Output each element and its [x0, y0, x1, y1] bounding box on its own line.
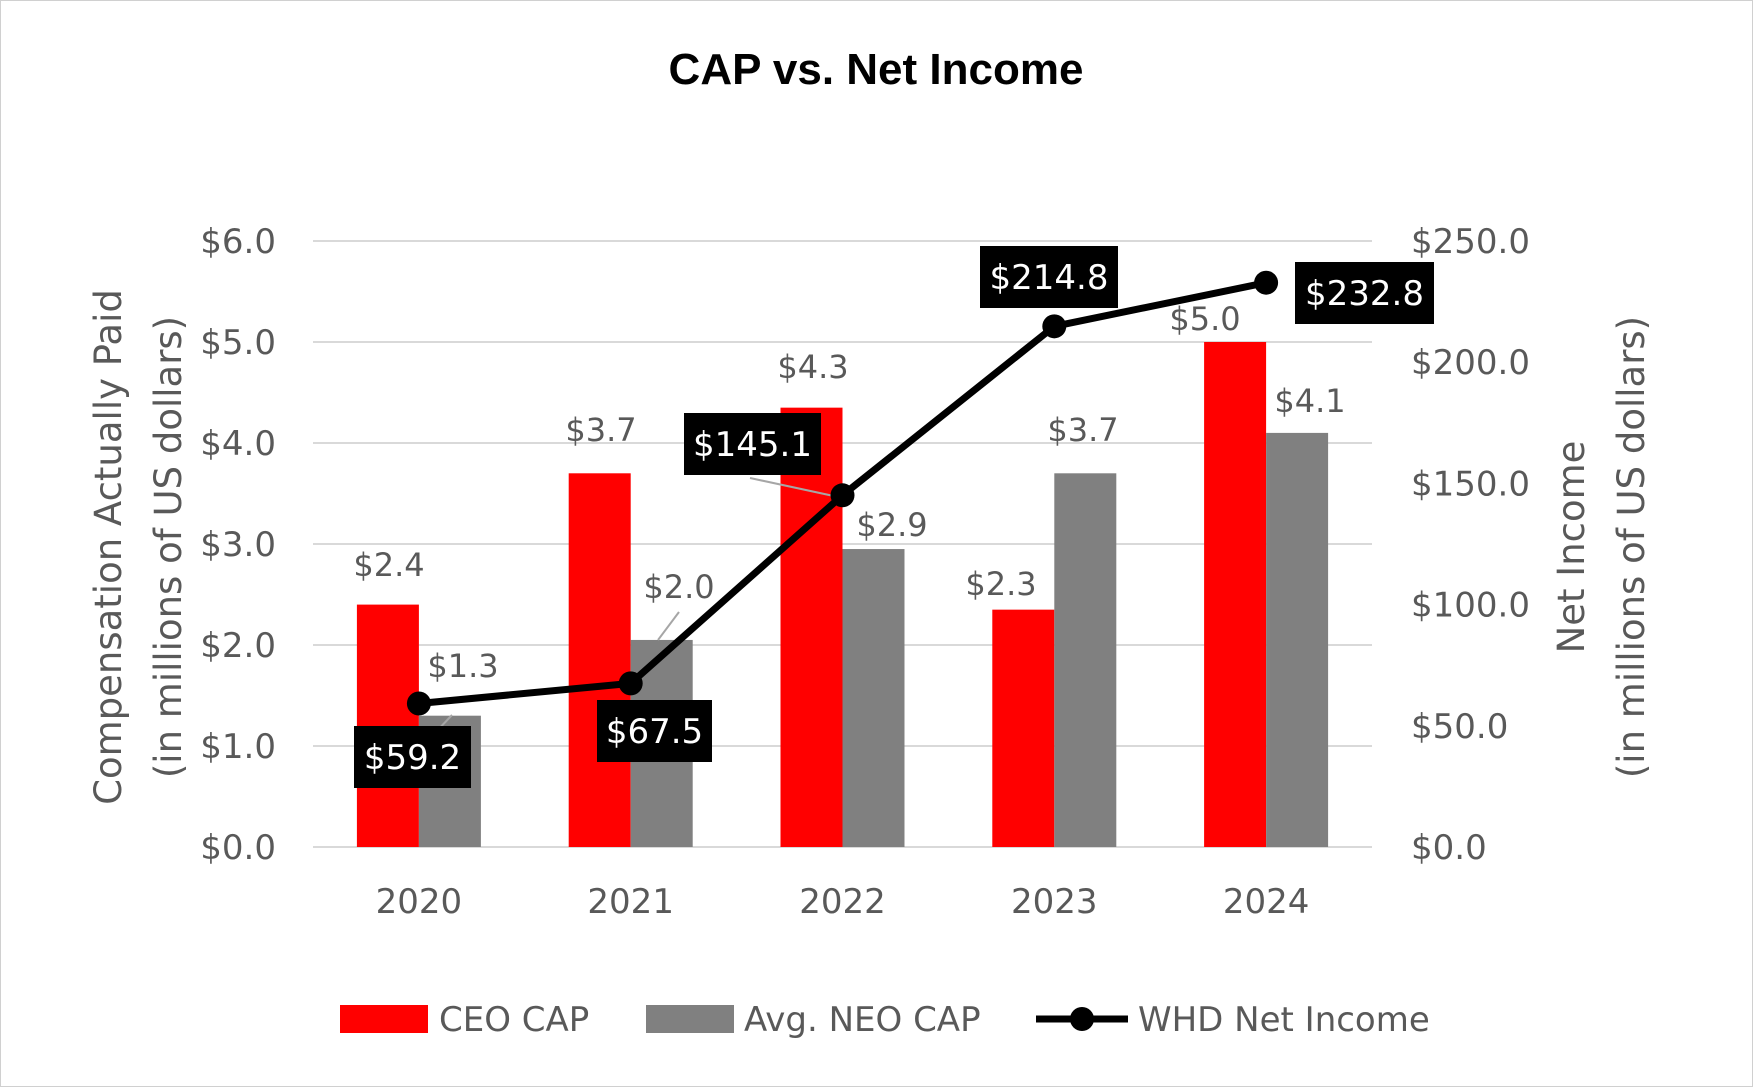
legend-swatch-net-income-marker [1070, 1007, 1094, 1031]
net-income-marker [830, 483, 855, 508]
x-tick-label: 2023 [1011, 882, 1098, 922]
y2-tick-label: $100.0 [1411, 586, 1530, 626]
bar-ceo-cap [780, 407, 843, 847]
legend-label-net-income: WHD Net Income [1138, 1000, 1430, 1040]
net-income-marker [406, 691, 431, 716]
legend-label-ceo-cap: CEO CAP [439, 1000, 589, 1040]
legend-swatch-neo-cap [646, 1005, 734, 1033]
bar-ceo-cap [1204, 342, 1267, 847]
data-label-ceo-cap: $3.7 [565, 411, 636, 449]
leader-line [749, 477, 844, 499]
y2-tick-label: $200.0 [1411, 343, 1530, 383]
x-tick-label: 2022 [799, 882, 886, 922]
chart-title: CAP vs. Net Income [669, 45, 1084, 94]
y-tick-label: $1.0 [200, 727, 276, 767]
y2-tick-label: $0.0 [1411, 828, 1487, 868]
data-label-neo-cap: $2.0 [643, 568, 714, 606]
x-tick-label: 2024 [1223, 882, 1310, 922]
data-label-ceo-cap: $2.4 [353, 546, 424, 584]
data-label-net-income: $67.5 [606, 712, 703, 752]
x-tick-label: 2021 [587, 882, 674, 922]
data-label-net-income: $145.1 [693, 425, 812, 465]
net-income-label-box [1295, 262, 1434, 324]
net-income-label-box [980, 246, 1118, 308]
y-tick-label: $4.0 [200, 424, 276, 464]
data-label-ceo-cap: $2.3 [965, 565, 1036, 603]
x-tick-label: 2020 [376, 882, 463, 922]
net-income-label-box [354, 726, 471, 788]
bar-ceo-cap [568, 473, 631, 847]
y-tick-label: $3.0 [200, 525, 276, 565]
legend: CEO CAP Avg. NEO CAP WHD Net Income [340, 1000, 1430, 1040]
data-label-neo-cap: $4.1 [1274, 382, 1345, 420]
bar-neo-cap [1054, 473, 1117, 847]
net-income-label-box [684, 413, 821, 475]
legend-swatch-ceo-cap [340, 1005, 428, 1033]
data-label-net-income: $232.8 [1305, 274, 1424, 314]
data-label-neo-cap: $3.7 [1047, 411, 1118, 449]
axis-ticks: $0.0 $1.0 $2.0 $3.0 $4.0 $5.0 $6.0 $0.0 $50.0 $10… [200, 222, 1530, 922]
data-label-neo-cap: $2.9 [856, 506, 927, 544]
y2-tick-label: $50.0 [1411, 707, 1508, 747]
data-label-neo-cap: $1.3 [427, 647, 498, 685]
data-label-net-income: $59.2 [364, 738, 461, 778]
y-tick-label: $2.0 [200, 626, 276, 666]
y2-axis-title: Net Income [1550, 441, 1593, 654]
bar-ceo-cap [356, 604, 419, 847]
net-income-label-box [597, 700, 712, 762]
y2-tick-label: $150.0 [1411, 464, 1530, 504]
data-label-net-income: $214.8 [990, 258, 1109, 298]
y-tick-label: $6.0 [200, 222, 276, 262]
bars [356, 342, 1329, 847]
data-label-ceo-cap: $4.3 [777, 348, 848, 386]
bar-neo-cap [1266, 432, 1329, 847]
data-label-ceo-cap: $5.0 [1169, 300, 1240, 338]
y-tick-label: $5.0 [200, 323, 276, 363]
y2-tick-label: $250.0 [1411, 222, 1530, 262]
net-income-marker [1254, 270, 1279, 295]
y-tick-label: $0.0 [200, 828, 276, 868]
y2-axis-subtitle: (in millions of US dollars) [1610, 316, 1653, 778]
legend-label-neo-cap: Avg. NEO CAP [744, 1000, 981, 1040]
net-income-line: $59.2 $67.5 $145.1 $214.8 $232.8 [354, 246, 1434, 788]
bar-ceo-cap [992, 609, 1055, 847]
net-income-marker [618, 671, 643, 696]
leader-line [657, 611, 680, 641]
net-income-marker [1042, 314, 1067, 339]
y-axis-title: Compensation Actually Paid [87, 289, 130, 805]
bar-neo-cap [842, 549, 905, 847]
data-labels: $2.4 $3.7 $4.3 $2.3 $5.0 $1.3 $2.0 $2.9 $3.7 $4.1 [353, 300, 1346, 735]
y-axis-subtitle: (in millions of US dollars) [147, 316, 190, 778]
